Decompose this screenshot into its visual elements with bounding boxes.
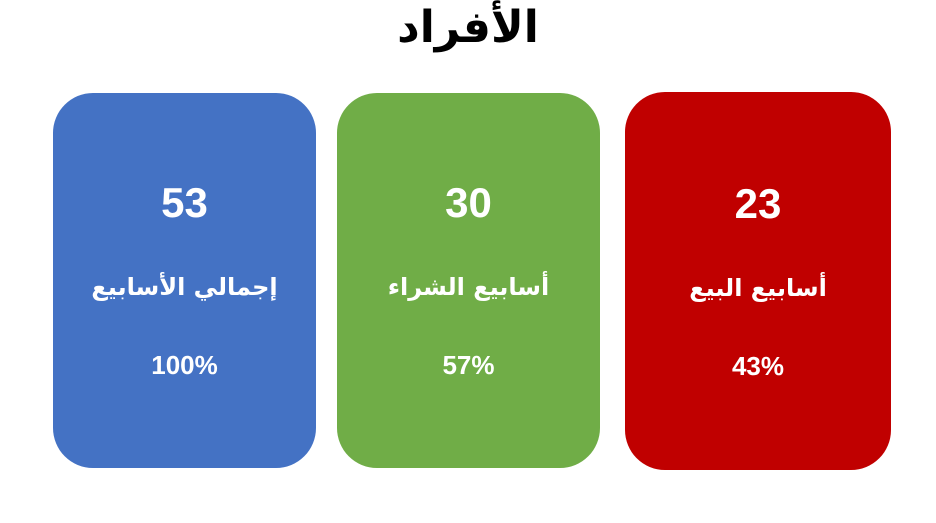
page-title: الأفراد: [397, 2, 539, 53]
card-sell-weeks: 23 أسابيع البيع 43%: [625, 92, 891, 470]
card-buy-weeks: 30 أسابيع الشراء 57%: [337, 93, 600, 468]
card-label: أسابيع الشراء: [387, 273, 550, 301]
card-label: أسابيع البيع: [689, 274, 827, 302]
card-percent: 43%: [731, 351, 785, 381]
card-value: 30: [445, 179, 492, 226]
card-label: إجمالي الأسابيع: [91, 273, 278, 301]
card-value: 53: [161, 179, 208, 226]
card-total-weeks: 53 إجمالي الأسابيع 100%: [53, 93, 316, 468]
card-value: 23: [734, 180, 782, 227]
card-percent: 100%: [151, 350, 218, 380]
card-percent: 57%: [442, 350, 495, 380]
